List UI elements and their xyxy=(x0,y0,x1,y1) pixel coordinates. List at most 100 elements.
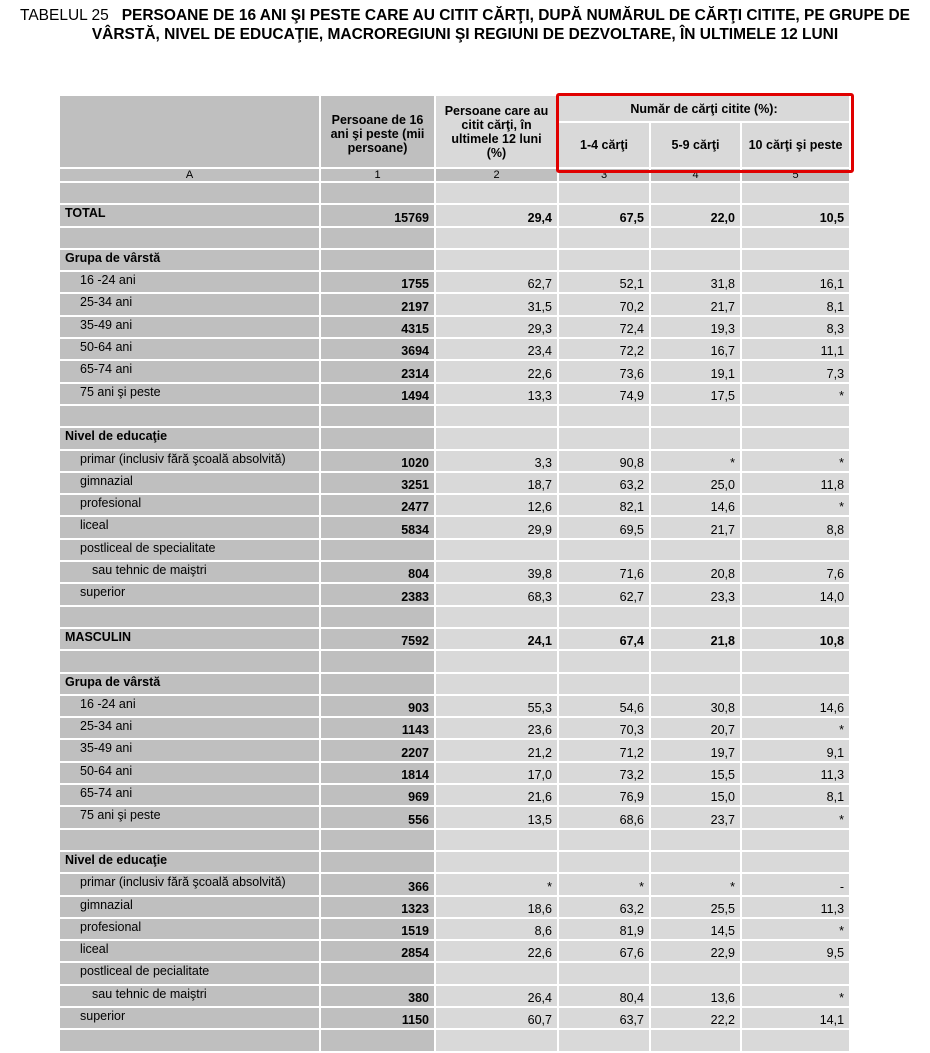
cell-col2 xyxy=(435,1029,559,1053)
cell-col1: 1494 xyxy=(320,382,436,406)
row-label: 35-49 ani xyxy=(60,315,321,340)
table-row: 35-49 ani 2207 21,2 71,2 19,7 9,1 xyxy=(60,739,852,763)
cell-col2: 13,5 xyxy=(435,806,559,830)
section-row: Nivel de educaţie xyxy=(60,427,852,451)
cell-col3: 52,1 xyxy=(558,271,651,295)
row-label xyxy=(60,828,321,852)
row-label: primar (inclusiv fără şcoală absolvită) xyxy=(60,873,321,897)
cell-col4 xyxy=(650,828,742,852)
cell-col4: 25,0 xyxy=(650,471,742,496)
row-label: Grupa de vârstă xyxy=(60,672,321,696)
cell-col1: 366 xyxy=(320,873,436,897)
section-row: Nivel de educaţie xyxy=(60,850,852,875)
row-label: sau tehnic de maiştri xyxy=(60,984,321,1008)
cell-col5: * xyxy=(741,984,852,1008)
spacer-row xyxy=(60,226,852,250)
cell-col4: 14,5 xyxy=(650,917,742,942)
cell-col5 xyxy=(741,850,852,875)
row-label: TOTAL xyxy=(60,204,321,228)
row-label: 16 -24 ani xyxy=(60,271,321,295)
cell-col3: 76,9 xyxy=(558,784,651,808)
header-label-col xyxy=(60,96,321,169)
table-row: liceal 2854 22,6 67,6 22,9 9,5 xyxy=(60,940,852,964)
cell-col4 xyxy=(650,248,742,273)
cell-col3: 70,2 xyxy=(558,293,651,317)
cell-col5 xyxy=(741,182,852,206)
cell-col1: 1143 xyxy=(320,717,436,741)
cell-col3: 54,6 xyxy=(558,694,651,719)
row-label: 50-64 ani xyxy=(60,338,321,362)
table-row: 65-74 ani 2314 22,6 73,6 19,1 7,3 xyxy=(60,360,852,384)
table-row: gimnazial 1323 18,6 63,2 25,5 11,3 xyxy=(60,895,852,919)
cell-col3 xyxy=(558,650,651,674)
header-col1: Persoane de 16 ani şi peste (mii persoan… xyxy=(320,96,436,169)
cell-col5: 9,5 xyxy=(741,940,852,964)
cell-col5 xyxy=(741,1029,852,1053)
cell-col4 xyxy=(650,538,742,563)
cell-col4 xyxy=(650,226,742,250)
cell-col1: 5834 xyxy=(320,516,436,540)
row-label: Nivel de educaţie xyxy=(60,427,321,451)
cell-col5: 16,1 xyxy=(741,271,852,295)
table-row: superior 2383 68,3 62,7 23,3 14,0 xyxy=(60,583,852,607)
cell-col5 xyxy=(741,605,852,629)
row-label: 25-34 ani xyxy=(60,293,321,317)
cell-col3 xyxy=(558,672,651,696)
cell-col2 xyxy=(435,427,559,451)
cell-col3 xyxy=(558,226,651,250)
cell-col3: 63,7 xyxy=(558,1006,651,1031)
cell-col4: 22,0 xyxy=(650,204,742,228)
data-table: Persoane de 16 ani şi peste (mii persoan… xyxy=(60,96,852,1053)
table-row: 65-74 ani 969 21,6 76,9 15,0 8,1 xyxy=(60,784,852,808)
cell-col4: 15,0 xyxy=(650,784,742,808)
cell-col1 xyxy=(320,427,436,451)
cell-col2: 62,7 xyxy=(435,271,559,295)
cell-col2 xyxy=(435,962,559,986)
cell-col4: 21,7 xyxy=(650,516,742,540)
index-3: 3 xyxy=(558,168,651,183)
cell-col5: 11,8 xyxy=(741,471,852,496)
cell-col3: 73,6 xyxy=(558,360,651,384)
cell-col3: 63,2 xyxy=(558,895,651,919)
cell-col4 xyxy=(650,605,742,629)
row-label: postliceal de specialitate xyxy=(60,538,321,563)
row-label: 16 -24 ani xyxy=(60,694,321,719)
table-row: gimnazial 3251 18,7 63,2 25,0 11,8 xyxy=(60,471,852,496)
section-row: Grupa de vârstă xyxy=(60,248,852,273)
cell-col1: 2854 xyxy=(320,940,436,964)
cell-col2: 26,4 xyxy=(435,984,559,1008)
cell-col2 xyxy=(435,404,559,429)
cell-col1: 2207 xyxy=(320,739,436,763)
cell-col4 xyxy=(650,182,742,206)
table-row: primar (inclusiv fără şcoală absolvită) 3… xyxy=(60,873,852,897)
cell-col5 xyxy=(741,226,852,250)
table-title-text: PERSOANE DE 16 ANI ŞI PESTE CARE AU CITI… xyxy=(91,7,910,43)
spacer-row xyxy=(60,404,852,429)
cell-col4 xyxy=(650,962,742,986)
cell-col4: 22,9 xyxy=(650,940,742,964)
cell-col3: 70,3 xyxy=(558,717,651,741)
cell-col2: 8,6 xyxy=(435,917,559,942)
cell-col1: 15769 xyxy=(320,204,436,228)
table-number: TABELUL 25 xyxy=(20,7,109,24)
cell-col4: 19,1 xyxy=(650,360,742,384)
cell-col4: 23,7 xyxy=(650,806,742,830)
table-row: profesional 2477 12,6 82,1 14,6 * xyxy=(60,494,852,518)
table-row: 50-64 ani 1814 17,0 73,2 15,5 11,3 xyxy=(60,761,852,786)
cell-col4: * xyxy=(650,873,742,897)
header-col2: Persoane care au citit cărţi, în ultimel… xyxy=(435,96,559,169)
cell-col2 xyxy=(435,226,559,250)
index-a: A xyxy=(60,168,321,183)
row-label xyxy=(60,404,321,429)
cell-col2: 23,6 xyxy=(435,717,559,741)
cell-col1: 3251 xyxy=(320,471,436,496)
spacer-row xyxy=(60,1029,852,1053)
header-group: Număr de cărţi citite (%): xyxy=(558,96,852,123)
cell-col3: 67,6 xyxy=(558,940,651,964)
cell-col5: 8,8 xyxy=(741,516,852,540)
cell-col1: 903 xyxy=(320,694,436,719)
cell-col2: 13,3 xyxy=(435,382,559,406)
cell-col3: 68,6 xyxy=(558,806,651,830)
cell-col3: 80,4 xyxy=(558,984,651,1008)
cell-col5: 7,6 xyxy=(741,561,852,585)
